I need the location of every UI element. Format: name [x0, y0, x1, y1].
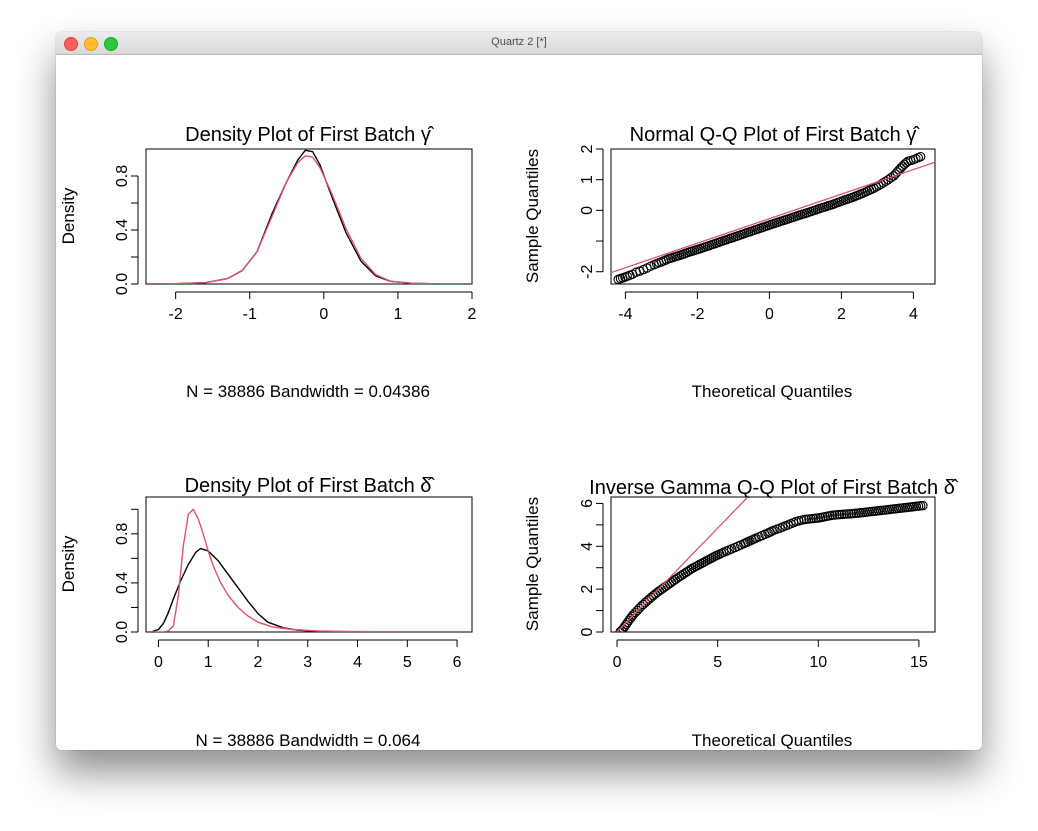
y-tick-label: 0.4 — [114, 572, 131, 594]
y-tick-label: 4 — [579, 542, 596, 551]
qq-point — [860, 187, 870, 197]
plot-title: Density Plot of First Batch δ̂ — [185, 475, 436, 497]
qq-point — [881, 176, 891, 186]
qq-point — [869, 183, 879, 194]
y-tick-label: 0 — [579, 627, 596, 636]
plot-frame — [145, 148, 473, 285]
y-axis-label: Sample Quantiles — [523, 149, 542, 283]
density-curve-reference — [149, 155, 472, 284]
x-axis-label: Theoretical Quantiles — [692, 731, 853, 750]
x-tick-label: -2 — [169, 306, 183, 323]
y-tick-label: 0.8 — [114, 165, 131, 187]
x-tick-label: 0 — [154, 654, 163, 671]
window-title: Quartz 2 [*] — [491, 36, 547, 48]
plot-title: Normal Q-Q Plot of First Batch γ̂ — [630, 124, 921, 146]
x-tick-label: 2 — [837, 306, 846, 323]
y-tick-label: -2 — [579, 265, 596, 279]
x-axis-label: N = 38886 Bandwidth = 0.04386 — [186, 382, 430, 401]
x-tick-label: 1 — [393, 306, 402, 323]
y-axis-label: Density — [59, 187, 78, 244]
y-tick-label: 0 — [579, 206, 596, 215]
y-tick-label: 6 — [579, 499, 596, 508]
x-tick-label: 0 — [765, 306, 774, 323]
close-button[interactable] — [64, 37, 78, 51]
x-axis-label: N = 38886 Bandwidth = 0.064 — [196, 731, 421, 750]
y-tick-label: 2 — [579, 585, 596, 594]
qq-point — [918, 500, 928, 511]
y-axis-label: Density — [59, 535, 78, 592]
y-tick-label: 0.0 — [114, 273, 131, 295]
x-tick-label: 4 — [353, 654, 362, 671]
title-bar[interactable]: Quartz 2 [*] — [56, 32, 982, 55]
plot-title: Inverse Gamma Q-Q Plot of First Batch δ̂ — [589, 477, 959, 499]
x-tick-label: -1 — [243, 306, 257, 323]
zoom-button[interactable] — [104, 37, 118, 51]
qq-point — [841, 509, 852, 519]
y-axis-label: Sample Quantiles — [523, 497, 542, 631]
x-axis-label: Theoretical Quantiles — [692, 382, 853, 401]
y-tick-label: 0.0 — [114, 621, 131, 643]
x-tick-label: 1 — [204, 654, 213, 671]
title-hat-symbol: δ̂ — [944, 477, 959, 499]
x-tick-label: 0 — [613, 654, 622, 671]
x-tick-label: 15 — [910, 654, 928, 671]
x-tick-label: 5 — [403, 654, 412, 671]
plot-frame — [145, 496, 473, 633]
x-tick-label: -4 — [618, 306, 632, 323]
y-tick-label: 0.4 — [114, 219, 131, 241]
x-tick-label: 4 — [909, 306, 918, 323]
minimize-button[interactable] — [84, 37, 98, 51]
x-tick-label: 6 — [453, 654, 462, 671]
qq-reference-line — [616, 497, 749, 632]
x-tick-label: 10 — [809, 654, 827, 671]
qq-point — [878, 178, 889, 188]
plots-svg: -2 -1 0 1 2 0.0 0.4 0.8 Density Plot of First Ba… — [59, 124, 959, 750]
title-hat-symbol: γ̂ — [421, 124, 435, 146]
title-hat-symbol: δ̂ — [420, 475, 435, 497]
y-tick-label: 2 — [579, 144, 596, 153]
density-curve-data — [150, 547, 467, 632]
plot-frame — [610, 148, 936, 285]
plot-frame — [610, 496, 936, 633]
qq-point — [915, 151, 926, 162]
qq-point — [749, 534, 759, 544]
y-tick-label: 1 — [579, 175, 596, 184]
density-delta-panel: 0 1 2 3 4 5 6 0.0 0.4 0.8 Density Plot of First Ba… — [59, 475, 473, 750]
x-tick-label: 2 — [468, 306, 477, 323]
y-tick-label: 0.8 — [114, 523, 131, 545]
x-tick-label: 0 — [319, 306, 328, 323]
density-gamma-panel: -2 -1 0 1 2 0.0 0.4 0.8 Density Plot of First Ba… — [59, 124, 477, 401]
qq-point — [897, 161, 908, 171]
quartz-window: Quartz 2 [*] -2 -1 0 1 2 0.0 0.4 0.8 Density Plo… — [56, 32, 982, 750]
x-tick-label: -2 — [690, 306, 704, 323]
x-tick-label: 3 — [303, 654, 312, 671]
x-tick-label: 5 — [713, 654, 722, 671]
density-curve-data — [149, 149, 472, 284]
plot-title: Density Plot of First Batch γ̂ — [185, 124, 435, 146]
density-curve-reference — [151, 508, 468, 632]
qq-gamma-panel: -4 -2 0 2 4 -2 0 1 2 Normal Q-Q Plot of First Bat… — [523, 124, 936, 401]
qq-reference-line — [611, 161, 935, 274]
plot-canvas: -2 -1 0 1 2 0.0 0.4 0.8 Density Plot of First Ba… — [56, 54, 982, 750]
x-tick-label: 2 — [254, 654, 263, 671]
title-hat-symbol: γ̂ — [906, 124, 920, 146]
